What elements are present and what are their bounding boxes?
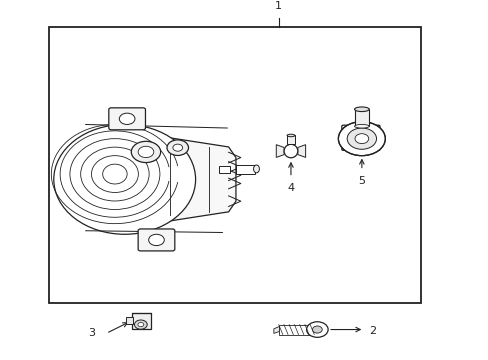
Circle shape [306,322,327,337]
Bar [219,166,229,174]
Circle shape [131,141,160,163]
Ellipse shape [54,125,195,234]
Bar [49,27,420,303]
Polygon shape [160,136,236,222]
Bar [126,317,133,324]
Ellipse shape [286,134,294,137]
Ellipse shape [253,165,259,173]
Bar [354,109,368,126]
Circle shape [148,234,164,246]
Circle shape [138,146,153,158]
Circle shape [134,320,147,329]
Text: 2: 2 [368,326,376,336]
FancyBboxPatch shape [341,125,379,150]
Bar [236,165,254,174]
Circle shape [312,326,322,333]
Circle shape [173,144,182,151]
Circle shape [166,140,188,156]
FancyBboxPatch shape [108,108,145,130]
Ellipse shape [284,144,297,158]
Circle shape [354,134,368,144]
Circle shape [338,122,385,156]
Text: 5: 5 [358,176,365,186]
Polygon shape [273,327,279,333]
Text: 4: 4 [287,183,294,193]
Polygon shape [297,145,305,157]
Bar [278,325,315,334]
Text: 3: 3 [88,328,95,338]
Bar [286,135,294,144]
Bar [132,313,150,329]
Circle shape [138,323,143,327]
FancyBboxPatch shape [138,229,175,251]
Circle shape [346,128,376,149]
Text: 1: 1 [275,1,282,11]
Circle shape [119,113,135,125]
Ellipse shape [354,125,368,128]
Ellipse shape [354,107,368,112]
Polygon shape [276,145,284,157]
